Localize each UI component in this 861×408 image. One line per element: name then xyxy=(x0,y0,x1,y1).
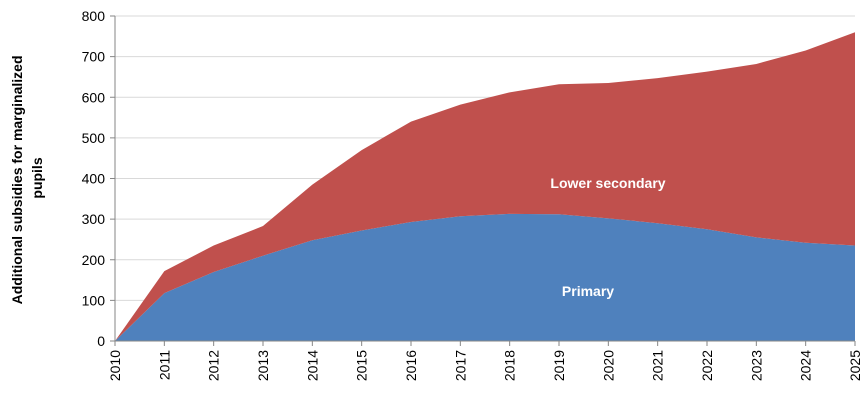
x-tick-label: 2011 xyxy=(156,350,172,380)
series-label: Lower secondary xyxy=(550,175,665,191)
x-tick-label: 2012 xyxy=(206,350,222,381)
y-tick-label: 0 xyxy=(97,333,105,349)
x-tick-label: 2022 xyxy=(699,350,715,381)
x-tick-label: 2016 xyxy=(403,350,419,381)
area xyxy=(115,32,855,341)
y-tick-label: 800 xyxy=(82,8,106,24)
x-tick-label: 2020 xyxy=(600,350,616,381)
area xyxy=(115,213,855,341)
x-tick-label: 2019 xyxy=(551,350,567,381)
x-tick-label: 2023 xyxy=(748,350,764,381)
y-tick-label: 300 xyxy=(82,211,106,227)
y-tick-label: 500 xyxy=(82,130,106,146)
x-tick-label: 2013 xyxy=(255,350,271,381)
y-tick-label: 400 xyxy=(82,171,106,187)
x-tick-label: 2024 xyxy=(798,350,814,381)
y-tick-label: 200 xyxy=(82,252,106,268)
y-axis-label: Additional subsidies for marginalized pu… xyxy=(9,52,45,305)
y-axis-label-line: Additional subsidies for marginalized xyxy=(9,55,25,304)
x-tick-label: 2017 xyxy=(452,350,468,381)
y-axis-label-line: pupils xyxy=(29,157,45,198)
y-tick-label: 600 xyxy=(82,89,106,105)
series-label: Primary xyxy=(562,283,614,299)
x-tick-label: 2018 xyxy=(502,350,518,381)
y-tick-label: 100 xyxy=(82,292,106,308)
y-tick-label: 700 xyxy=(82,49,106,65)
x-tick-label: 2025 xyxy=(847,350,861,381)
x-tick-label: 2014 xyxy=(304,350,320,381)
x-tick-label: 2010 xyxy=(107,350,123,381)
x-tick-label: 2021 xyxy=(650,350,666,381)
x-tick-label: 2015 xyxy=(354,350,370,381)
